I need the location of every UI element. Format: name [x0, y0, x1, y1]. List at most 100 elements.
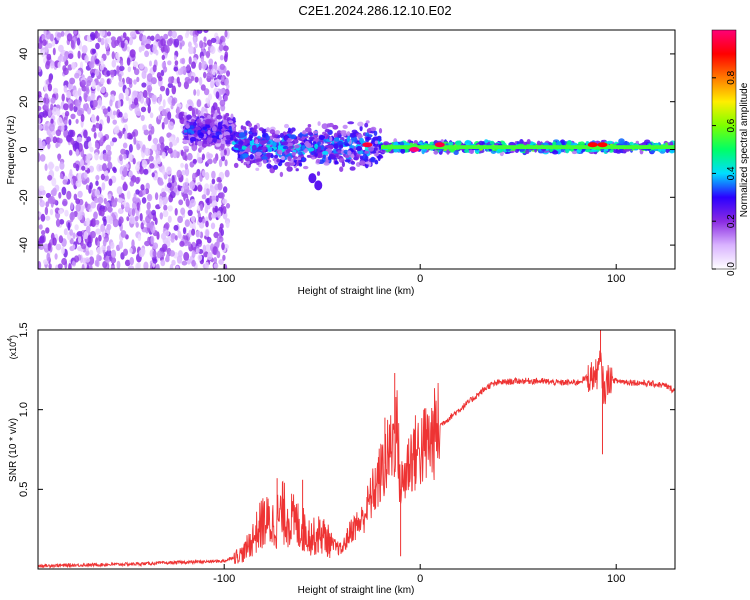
noise-blob — [221, 242, 225, 251]
noise-blob — [191, 250, 196, 259]
signal-blob — [650, 150, 655, 154]
noise-blob — [173, 66, 179, 72]
noise-blob — [194, 76, 199, 83]
noise-blob — [149, 223, 153, 231]
signal-blob — [337, 140, 344, 146]
signal-blob — [218, 134, 223, 139]
signal-blob — [265, 135, 270, 141]
noise-blob — [123, 112, 128, 120]
signal-blob — [351, 129, 358, 134]
noise-blob — [182, 182, 189, 190]
noise-blob — [126, 46, 130, 52]
noise-blob — [95, 42, 100, 50]
noise-blob — [124, 130, 128, 140]
signal-blob — [315, 158, 321, 164]
noise-blob — [130, 103, 137, 109]
noise-blob — [176, 169, 182, 178]
signal-blob — [274, 138, 281, 143]
y-tick-label: 0.5 — [18, 482, 30, 497]
signal-blob — [185, 124, 191, 129]
signal-blob — [287, 127, 292, 133]
noise-blob — [171, 85, 177, 95]
noise-blob — [132, 90, 138, 97]
noise-blob — [151, 209, 157, 216]
noise-blob — [159, 212, 163, 220]
noise-blob — [41, 34, 46, 40]
noise-blob — [41, 230, 46, 236]
signal-blob — [317, 146, 322, 151]
signal-blob — [270, 154, 274, 159]
noise-blob — [107, 106, 111, 112]
noise-blob — [52, 187, 57, 197]
noise-blob — [178, 199, 184, 206]
noise-blob — [106, 223, 112, 231]
noise-blob — [187, 241, 192, 248]
noise-blob — [204, 206, 209, 214]
noise-blob — [61, 93, 65, 102]
signal-blob — [318, 135, 326, 140]
noise-blob — [181, 187, 185, 193]
noise-blob — [96, 254, 100, 263]
noise-blob — [55, 243, 62, 251]
noise-blob — [213, 257, 217, 264]
noise-blob — [136, 202, 140, 211]
signal-blob — [341, 132, 347, 137]
noise-blob — [218, 159, 223, 168]
signal-blob — [279, 132, 284, 138]
noise-blob — [164, 45, 170, 54]
noise-blob — [97, 131, 103, 138]
noise-blob — [158, 114, 163, 120]
noise-blob — [201, 60, 208, 70]
signal-blob — [262, 159, 267, 164]
noise-blob — [100, 223, 106, 233]
noise-blob — [167, 205, 173, 212]
noise-blob — [69, 212, 75, 221]
signal-blob — [281, 141, 289, 146]
noise-blob — [164, 230, 170, 237]
noise-blob — [126, 216, 130, 222]
noise-blob — [50, 103, 54, 111]
noise-blob — [141, 197, 147, 204]
noise-blob — [39, 154, 46, 162]
noise-blob — [68, 149, 73, 156]
noise-blob — [211, 170, 216, 179]
noise-blob — [193, 36, 197, 46]
signal-blob — [191, 118, 195, 123]
noise-blob — [81, 243, 87, 250]
snr-frame — [37, 329, 676, 570]
noise-blob — [123, 166, 128, 175]
noise-blob — [81, 45, 88, 54]
noise-blob — [64, 110, 70, 117]
signal-blob — [505, 148, 511, 152]
noise-blob — [112, 110, 117, 116]
noise-blob — [74, 72, 80, 79]
noise-blob — [75, 203, 81, 212]
colorbar-tick-label: 0.6 — [726, 118, 737, 132]
signal-blob — [292, 139, 299, 144]
noise-blob — [72, 260, 76, 267]
noise-blob — [105, 255, 111, 263]
noise-blob — [102, 152, 109, 162]
noise-blob — [110, 36, 116, 42]
noise-blob — [38, 224, 43, 230]
noise-blob — [161, 243, 168, 252]
noise-blob — [64, 119, 68, 126]
noise-blob — [49, 209, 54, 216]
signal-blob — [290, 127, 296, 132]
noise-blob — [217, 182, 223, 191]
noise-blob — [89, 99, 94, 109]
noise-blob — [63, 103, 69, 111]
signal-blob — [556, 141, 561, 146]
noise-blob — [93, 211, 98, 220]
noise-blob — [73, 255, 80, 263]
noise-blob — [59, 173, 64, 180]
signal-blob — [272, 164, 279, 170]
noise-blob — [108, 215, 113, 225]
noise-blob — [163, 66, 168, 73]
noise-blob — [90, 218, 97, 228]
noise-blob — [146, 193, 153, 202]
y-tick-label: 1.5 — [18, 322, 30, 337]
y-tick-label: 20 — [18, 96, 30, 108]
noise-blob — [159, 136, 165, 145]
noise-blob — [44, 125, 49, 131]
